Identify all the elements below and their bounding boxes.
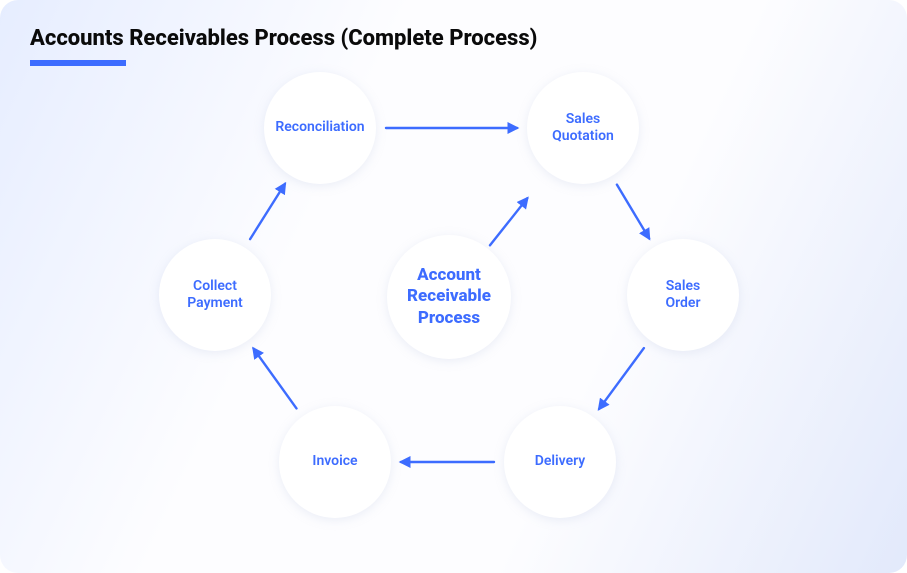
node-label: Invoice <box>304 453 365 471</box>
title-underline <box>30 60 126 66</box>
node-collect_payment: CollectPayment <box>159 239 271 351</box>
node-invoice: Invoice <box>279 406 391 518</box>
node-reconciliation: Reconciliation <box>264 72 376 184</box>
node-label: Delivery <box>527 453 594 471</box>
node-label: CollectPayment <box>179 278 251 313</box>
edge-sales_quotation-to-sales_order <box>617 185 649 239</box>
edge-invoice-to-collect_payment <box>254 349 297 409</box>
node-sales_quotation: SalesQuotation <box>527 72 639 184</box>
node-label: SalesQuotation <box>544 111 622 146</box>
edge-sales_order-to-delivery <box>599 348 644 409</box>
node-delivery: Delivery <box>504 406 616 518</box>
edge-collect_payment-to-reconciliation <box>250 184 285 239</box>
node-sales_order: SalesOrder <box>627 239 739 351</box>
node-label: Reconciliation <box>267 119 372 137</box>
edge-center-outgoing <box>490 198 527 245</box>
node-label: AccountReceivableProcess <box>399 265 499 329</box>
node-center: AccountReceivableProcess <box>387 235 511 359</box>
diagram-canvas: Accounts Receivables Process (Complete P… <box>0 0 907 573</box>
node-label: SalesOrder <box>657 278 708 313</box>
page-title: Accounts Receivables Process (Complete P… <box>30 26 537 51</box>
